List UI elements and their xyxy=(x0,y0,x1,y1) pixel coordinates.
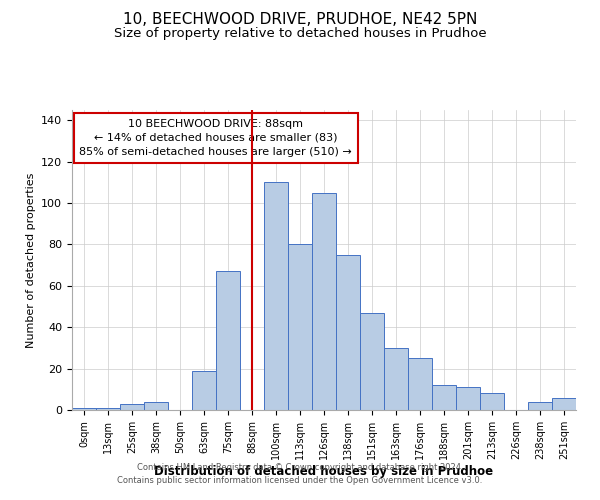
Text: Size of property relative to detached houses in Prudhoe: Size of property relative to detached ho… xyxy=(113,28,487,40)
Bar xyxy=(552,398,576,410)
Bar xyxy=(120,404,144,410)
Bar xyxy=(336,255,360,410)
Text: Contains HM Land Registry data © Crown copyright and database right 2024.: Contains HM Land Registry data © Crown c… xyxy=(137,464,463,472)
Bar xyxy=(96,408,120,410)
X-axis label: Distribution of detached houses by size in Prudhoe: Distribution of detached houses by size … xyxy=(154,464,494,477)
Text: Contains public sector information licensed under the Open Government Licence v3: Contains public sector information licen… xyxy=(118,476,482,485)
Bar xyxy=(216,272,240,410)
Bar xyxy=(192,370,216,410)
Bar xyxy=(384,348,408,410)
Bar xyxy=(480,394,504,410)
Bar xyxy=(360,313,384,410)
Bar xyxy=(144,402,168,410)
Bar xyxy=(264,182,288,410)
Text: 10 BEECHWOOD DRIVE: 88sqm
← 14% of detached houses are smaller (83)
85% of semi-: 10 BEECHWOOD DRIVE: 88sqm ← 14% of detac… xyxy=(79,119,352,157)
Bar xyxy=(288,244,312,410)
Bar xyxy=(408,358,432,410)
Bar xyxy=(72,408,96,410)
Text: 10, BEECHWOOD DRIVE, PRUDHOE, NE42 5PN: 10, BEECHWOOD DRIVE, PRUDHOE, NE42 5PN xyxy=(123,12,477,28)
Bar xyxy=(528,402,552,410)
Bar xyxy=(456,387,480,410)
Bar xyxy=(312,193,336,410)
Y-axis label: Number of detached properties: Number of detached properties xyxy=(26,172,35,348)
Bar xyxy=(432,385,456,410)
